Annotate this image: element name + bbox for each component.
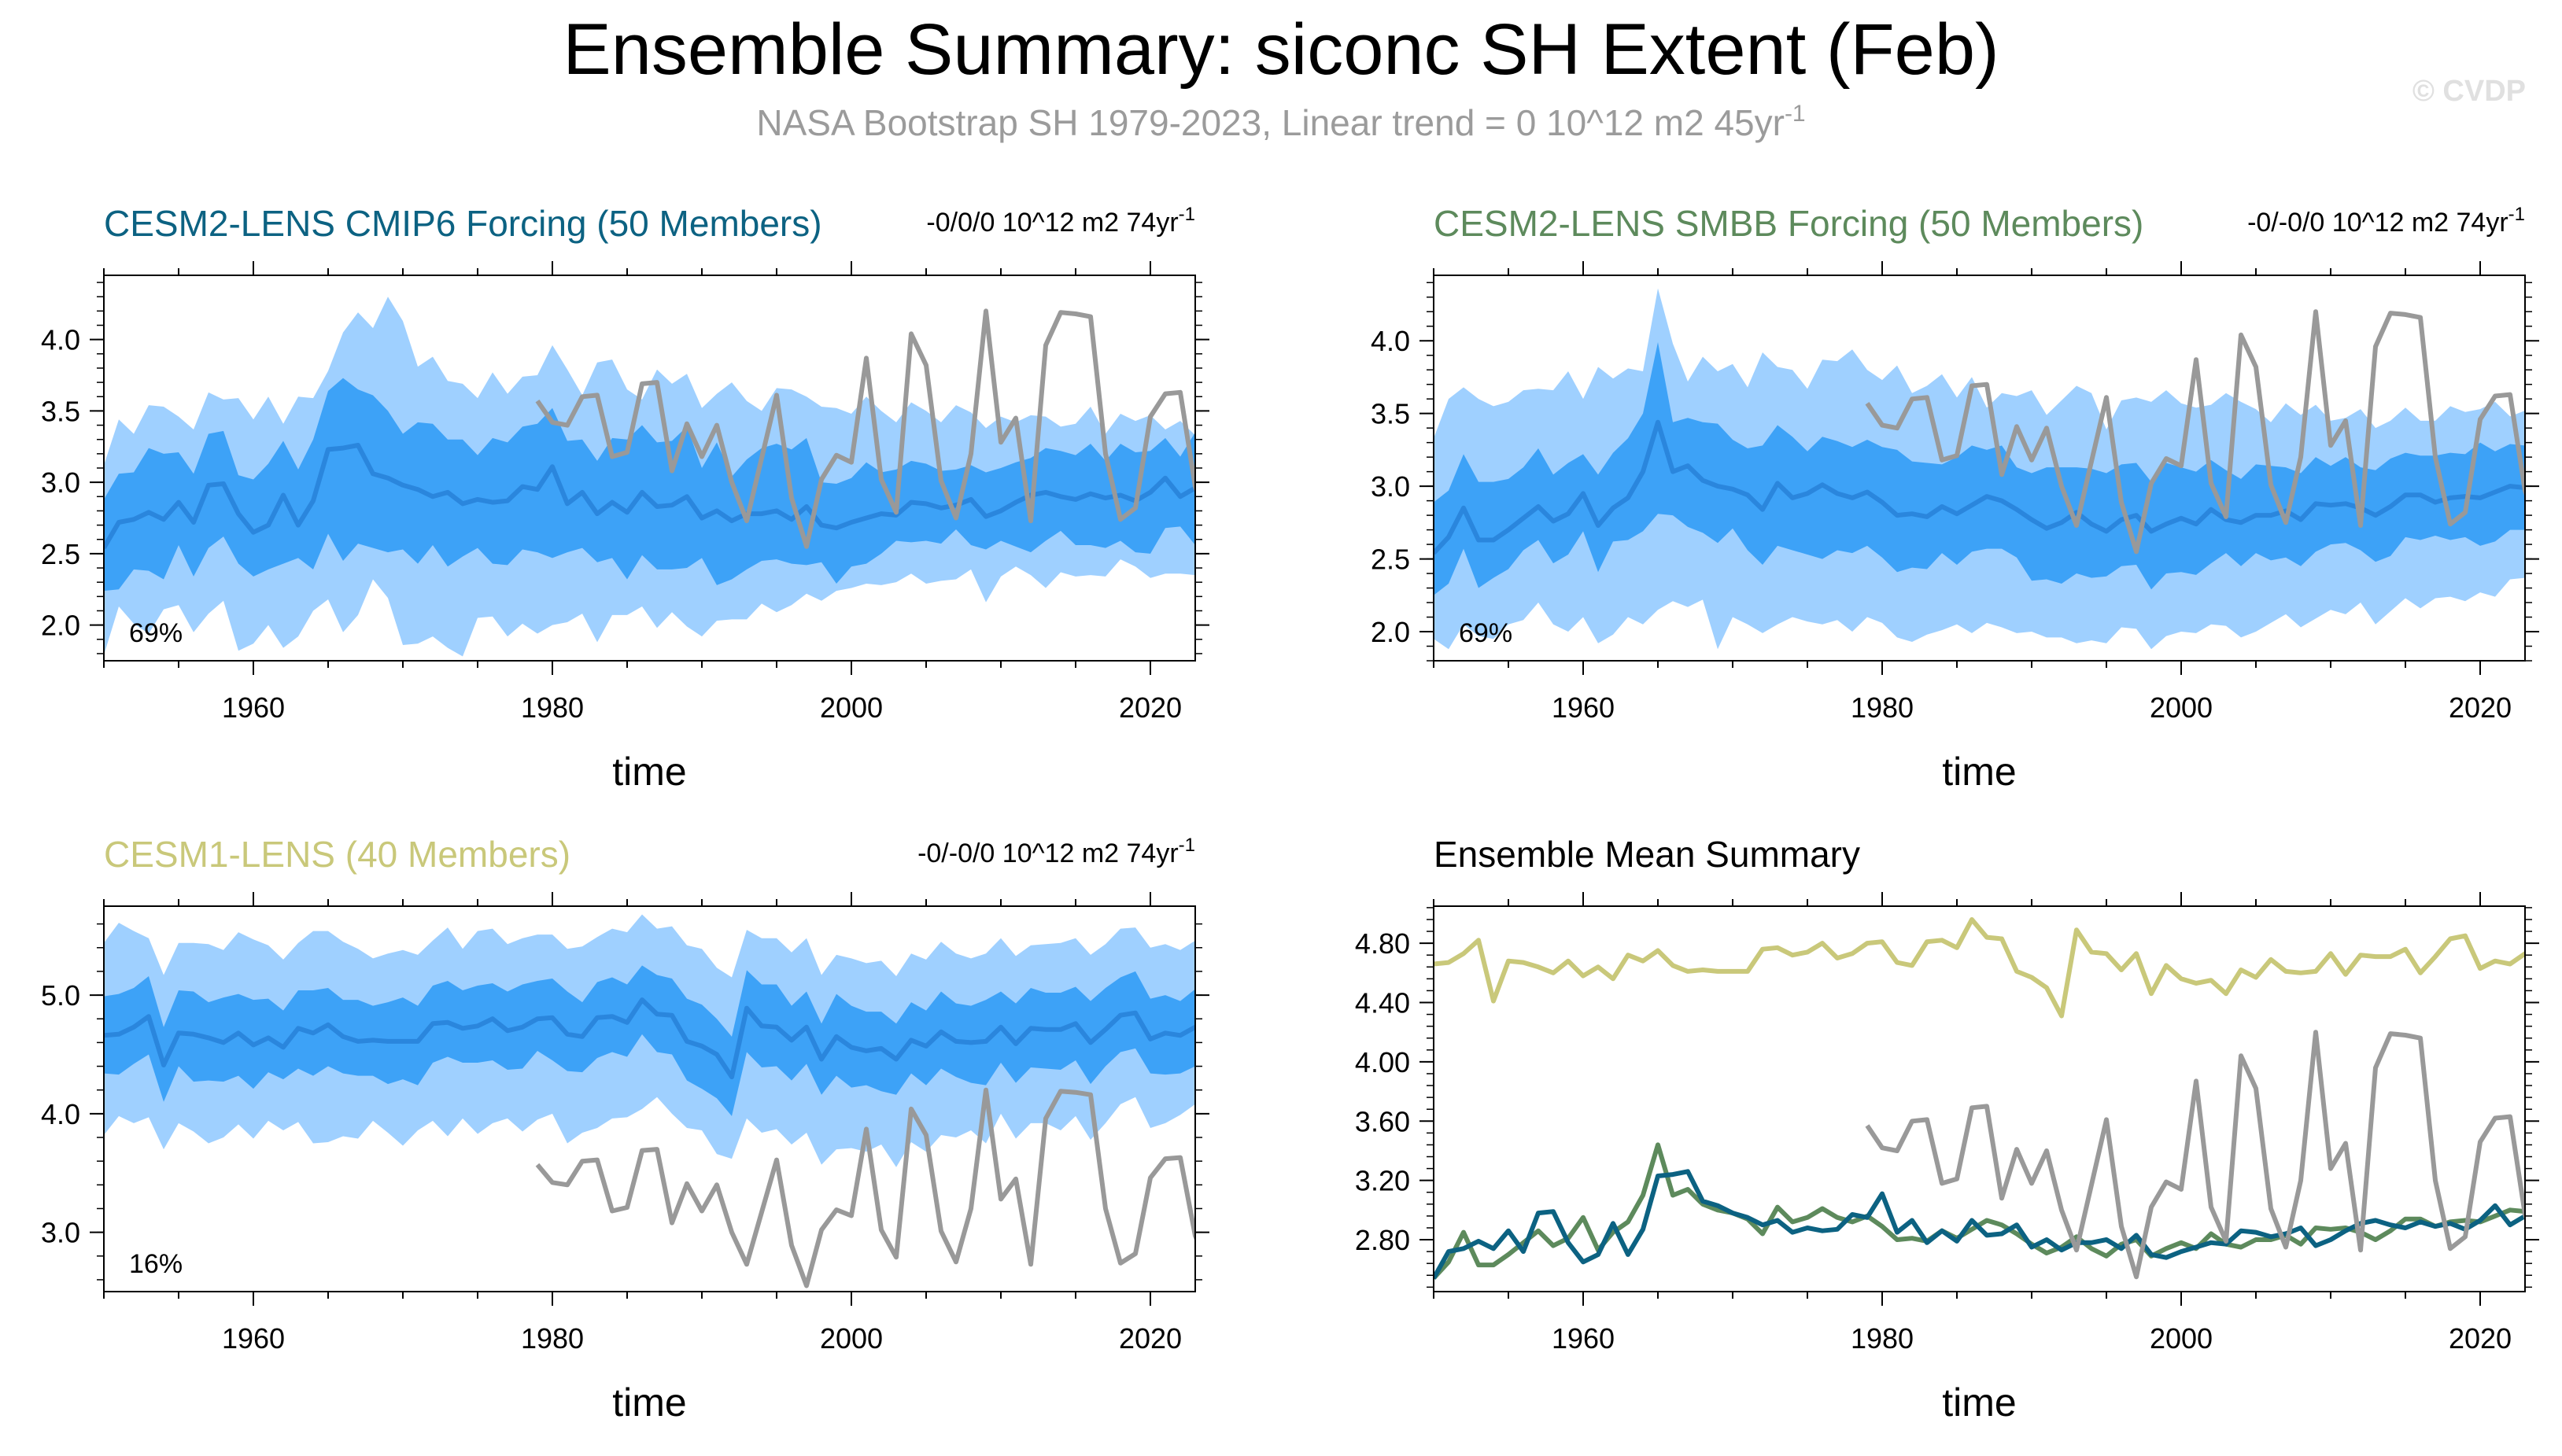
- y-tick-label: 4.0: [1371, 325, 1410, 357]
- y-tick-label: 5.0: [41, 979, 80, 1012]
- plot-area-cmip6: [104, 297, 1195, 657]
- subtitle-superscript: -1: [1785, 101, 1806, 127]
- trend-superscript: -1: [1179, 835, 1195, 856]
- percent-label: 16%: [129, 1249, 183, 1279]
- plot-area-cesm1: [104, 914, 1195, 1288]
- plot-area-smbb: [1434, 288, 2525, 650]
- observations-line: [535, 308, 1195, 549]
- x-tick-label: 1980: [1851, 691, 1914, 724]
- x-tick-label: 2020: [1119, 1322, 1182, 1355]
- x-tick-label: 1980: [1851, 1322, 1914, 1355]
- y-tick-label: 4.0: [41, 324, 80, 356]
- p10-p90-band: [1434, 342, 2525, 595]
- percent-label: 69%: [1459, 618, 1512, 648]
- observations-line: [535, 1087, 1195, 1288]
- trend-text: -0/0/0 10^12 m2 74yr: [926, 208, 1178, 238]
- y-tick-label: 2.0: [41, 610, 80, 642]
- series-line-3: [1865, 1030, 2525, 1280]
- x-tick-label: 2000: [2150, 1322, 2213, 1355]
- panel-title: CESM2-LENS SMBB Forcing (50 Members): [1434, 203, 2143, 244]
- x-tick-label: 2000: [820, 691, 883, 724]
- figure-subtitle: NASA Bootstrap SH 1979-2023, Linear tren…: [756, 101, 1805, 143]
- panel-cmip6: 1960 1980 2000 2020 2.0 2.5 3.0 3.5 4.0 time CESM2…: [41, 203, 1209, 794]
- y-tick-label: 2.5: [41, 538, 80, 570]
- x-tick-label: 1960: [222, 1322, 285, 1355]
- y-tick-label: 2.5: [1371, 544, 1410, 576]
- panel-title: CESM1-LENS (40 Members): [104, 834, 570, 875]
- y-tick-label: 2.80: [1355, 1224, 1410, 1256]
- trend-superscript: -1: [2508, 204, 2525, 225]
- x-tick-label: 2020: [2449, 1322, 2512, 1355]
- x-tick-label: 1960: [1552, 1322, 1615, 1355]
- x-tick-label: 1960: [222, 691, 285, 724]
- x-axis-label: time: [1942, 1380, 2016, 1425]
- x-axis-label: time: [612, 750, 686, 794]
- plot-frame: [1433, 905, 2526, 1292]
- trend-text: -0/-0/0 10^12 m2 74yr: [2247, 208, 2508, 238]
- panel-title: Ensemble Mean Summary: [1434, 834, 1860, 875]
- y-tick-label: 4.80: [1355, 927, 1410, 960]
- panel-smbb: 1960 1980 2000 2020 2.0 2.5 3.0 3.5 4.0 time CESM2…: [1371, 203, 2539, 794]
- y-tick-label: 3.0: [41, 466, 80, 499]
- p10-p90-band: [104, 378, 1195, 592]
- panel-title: CESM2-LENS CMIP6 Forcing (50 Members): [104, 203, 822, 244]
- panels: 1960 1980 2000 2020 2.0 2.5 3.0 3.5 4.0 time CESM2…: [41, 203, 2539, 1425]
- y-tick-label: 3.5: [41, 395, 80, 427]
- x-tick-label: 2020: [2449, 691, 2512, 724]
- trend-label: -0/-0/0 10^12 m2 74yr-1: [2247, 204, 2525, 238]
- x-axis-label: time: [1942, 750, 2016, 794]
- x-tick-label: 2000: [820, 1322, 883, 1355]
- panel-summary: 1960 1980 2000 2020 2.80 3.20 3.60 4.00 4.40 4.80…: [1355, 834, 2539, 1425]
- trend-label: -0/0/0 10^12 m2 74yr-1: [926, 204, 1195, 238]
- trend-superscript: -1: [1179, 204, 1195, 225]
- y-tick-label: 4.0: [41, 1098, 80, 1130]
- y-tick-label: 3.5: [1371, 398, 1410, 430]
- plot-frame: [103, 905, 1196, 1292]
- subtitle-text: NASA Bootstrap SH 1979-2023, Linear tren…: [756, 102, 1785, 143]
- observations-line: [1865, 309, 2525, 555]
- x-tick-label: 2000: [2150, 691, 2213, 724]
- percent-label: 69%: [129, 618, 183, 648]
- y-tick-label: 3.60: [1355, 1105, 1410, 1137]
- x-tick-label: 2020: [1119, 691, 1182, 724]
- y-tick-label: 3.20: [1355, 1165, 1410, 1197]
- y-tick-label: 4.40: [1355, 987, 1410, 1019]
- trend-text: -0/-0/0 10^12 m2 74yr: [917, 839, 1179, 868]
- series-line-0: [1434, 917, 2525, 1019]
- plot-frame: [1433, 275, 2526, 662]
- ensemble-mean-line: [104, 997, 1195, 1080]
- x-axis-label: time: [612, 1380, 686, 1425]
- y-tick-label: 4.00: [1355, 1046, 1410, 1078]
- plot-area-summary: [1434, 917, 2525, 1281]
- p10-p90-band: [104, 965, 1195, 1116]
- x-tick-label: 1980: [521, 691, 584, 724]
- trend-label: -0/-0/0 10^12 m2 74yr-1: [917, 835, 1195, 868]
- x-tick-label: 1960: [1552, 691, 1615, 724]
- y-tick-label: 3.0: [41, 1217, 80, 1249]
- y-tick-label: 2.0: [1371, 616, 1410, 648]
- figure-title: Ensemble Summary: siconc SH Extent (Feb): [563, 9, 1999, 90]
- cvdp-watermark: © CVDP: [2412, 75, 2526, 108]
- y-tick-label: 3.0: [1371, 470, 1410, 503]
- panel-cesm1: 1960 1980 2000 2020 3.0 4.0 5.0 time CESM1-LENS …: [41, 834, 1209, 1425]
- x-tick-label: 1980: [521, 1322, 584, 1355]
